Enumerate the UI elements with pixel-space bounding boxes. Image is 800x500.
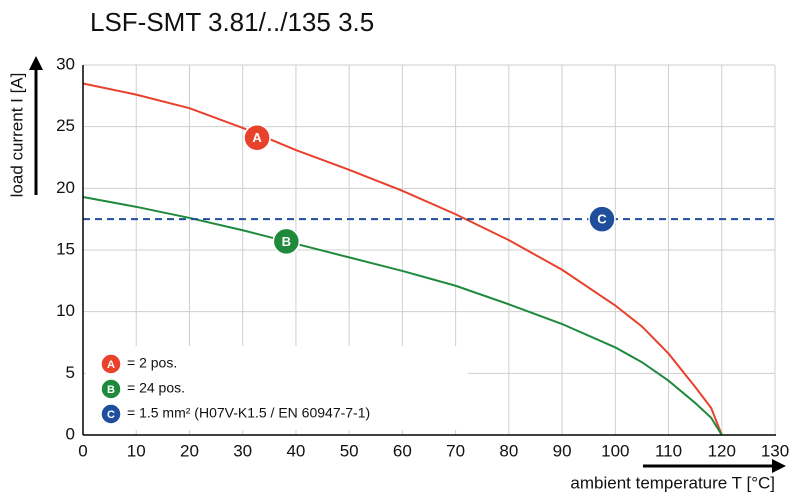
y-tick-label: 10 (56, 301, 75, 320)
x-tick-label: 50 (340, 441, 359, 460)
legend-label: = 1.5 mm² (H07V-K1.5 / EN 60947-7-1) (127, 405, 370, 421)
x-tick-label: 10 (127, 441, 146, 460)
marker-letter: A (252, 130, 262, 145)
y-tick-label: 0 (66, 424, 75, 443)
x-tick-label: 130 (761, 441, 789, 460)
x-tick-label: 100 (601, 441, 629, 460)
x-arrow-head (772, 459, 786, 473)
x-tick-label: 0 (78, 441, 87, 460)
series-line (82, 82, 723, 436)
marker (272, 227, 301, 256)
marker (100, 353, 122, 375)
marker-letter: B (282, 234, 291, 249)
legend: A = 2 pos. B = 24 pos. C = 1.5 mm² (H07V-K1.5… (100, 353, 370, 425)
x-tick-label: 70 (446, 441, 465, 460)
legend-box (86, 346, 468, 430)
marker-letter: C (107, 409, 115, 421)
marker-letter: C (597, 212, 607, 227)
x-axis-label: ambient temperature T [°C] (570, 473, 775, 492)
x-tick-label: 90 (553, 441, 572, 460)
x-tick-label: 60 (393, 441, 412, 460)
marker (100, 403, 122, 425)
marker (100, 378, 122, 400)
x-tick-label: 40 (286, 441, 305, 460)
marker-letter: B (107, 384, 115, 396)
x-tick-label: 30 (233, 441, 252, 460)
marker (243, 124, 271, 152)
marker-letter: A (107, 359, 115, 371)
legend-label: = 24 pos. (127, 380, 185, 396)
marker (588, 205, 616, 233)
x-tick-label: 120 (708, 441, 736, 460)
y-tick-label: 5 (66, 363, 75, 382)
chart-title: LSF-SMT 3.81/../135 3.5 (90, 7, 374, 37)
y-tick-label: 15 (56, 239, 75, 258)
y-tick-label: 30 (56, 54, 75, 73)
x-tick-label: 110 (655, 441, 682, 460)
y-axis-label: load current I [A] (7, 73, 26, 198)
y-arrow-head (29, 56, 43, 70)
legend-label: = 2 pos. (127, 355, 177, 371)
plot: A B C (82, 82, 775, 436)
grid (82, 64, 776, 436)
series-line (82, 195, 723, 436)
y-tick-label: 20 (56, 178, 75, 197)
x-tick-label: 80 (499, 441, 518, 460)
y-tick-label: 25 (56, 116, 75, 135)
x-tick-label: 20 (180, 441, 199, 460)
